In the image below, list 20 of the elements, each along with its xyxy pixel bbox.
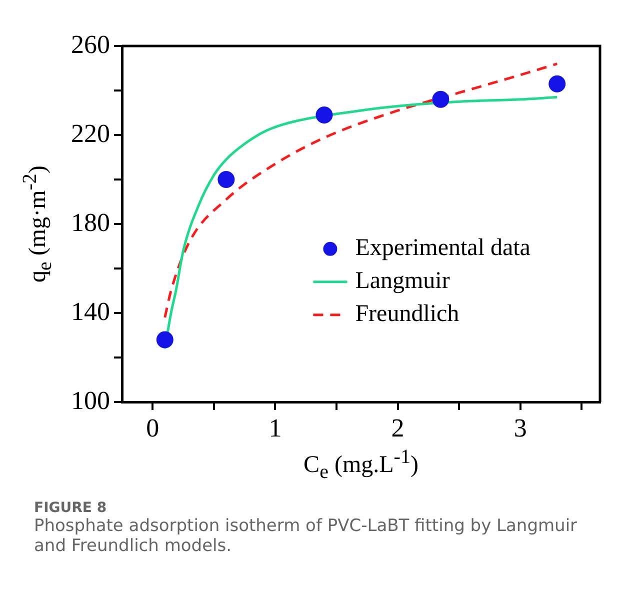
- caption: FIGURE 8: [34, 500, 108, 516]
- y-tick-label: 220: [71, 118, 110, 148]
- point: [432, 90, 450, 108]
- point: [548, 75, 566, 92]
- text: Phosphate adsorption isotherm of PVC-LaBT fitting by Langmuir and Freundlich models.: [34, 516, 578, 556]
- point: [218, 171, 235, 188]
- x-axis-title: C$_{e}$ (mg.L$^{-1}$): [304, 446, 418, 484]
- x-tick-label: 1: [268, 413, 282, 442]
- y-tick-label: 180: [71, 208, 110, 237]
- y-tick-label: 140: [71, 296, 110, 326]
- point: [316, 106, 333, 124]
- x-tick-label: 3: [514, 413, 527, 442]
- point: [156, 331, 174, 348]
- legend-label: Langmuir: [355, 268, 450, 294]
- legend-label: Experimental data: [355, 235, 531, 262]
- x-tick-label: 0: [146, 413, 160, 442]
- legend-label: Freundlich: [355, 301, 460, 328]
- x-tick-label: 2: [391, 413, 404, 442]
- y-tick-label: 260: [71, 30, 110, 59]
- y-tick-label: 100: [71, 386, 110, 415]
